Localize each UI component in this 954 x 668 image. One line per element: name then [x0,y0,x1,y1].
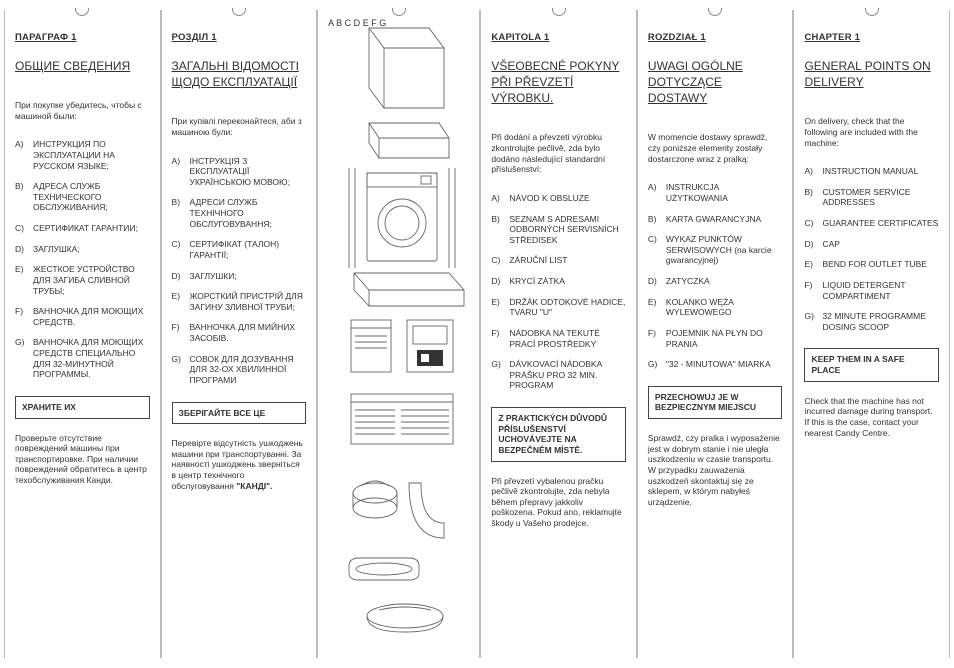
list-item: F)NÁDOBKA NA TEKUTÉ PRACÍ PROSTŘEDKY [491,328,626,349]
item-list: A)NÁVOD K OBSLUZE B)SEZNAM S ADRESAMI OD… [491,193,626,391]
list-item: F)LIQUID DETERGENT COMPARTIMENT [804,280,939,301]
list-item: B)CUSTOMER SERVICE ADDRESSES [804,187,939,208]
col-en: CHAPTER 1 GENERAL POINTS ON DELIVERY On … [793,10,950,658]
intro-text: При купівлі переконайтеся, аби з машиною… [172,116,307,137]
col-uk: РОЗДІЛ 1 ЗАГАЛЬНІ ВІДОМОСТІ ЩОДО ЕКСПЛУА… [161,10,318,658]
list-item: D)KRYCÍ ZÁTKA [491,276,626,287]
footer-text: Перевірте відсутність ушкоджень машини п… [172,438,307,491]
footer-text: Проверьте отсутствие повреждений машины … [15,433,150,486]
binding-icon [552,8,566,16]
illustration-wrap: A B C D E F G [328,18,469,638]
item-list: A)ІНСТРУКЦІЯ З ЕКСПЛУАТАЦІЇ УКРАЇНСЬКОЮ … [172,156,307,386]
list-item: E)ЖОРСТКИЙ ПРИСТРІЙ ДЛЯ ЗАГИНУ ЗЛИВНОЇ Т… [172,291,307,312]
binding-icon [75,8,89,16]
list-item: A)ИНСТРУКЦИЯ ПО ЭКСПЛУАТАЦИИ НА РУССКОМ … [15,139,150,171]
keep-box: KEEP THEM IN A SAFE PLACE [804,348,939,381]
section-heading: ОБЩИЕ СВЕДЕНИЯ [15,58,150,74]
col-pl: ROZDZIAŁ 1 UWAGI OGÓLNE DOTYCZĄCE DOSTAW… [637,10,794,658]
section-heading: ЗАГАЛЬНІ ВІДОМОСТІ ЩОДО ЕКСПЛУАТАЦІЇ [172,58,307,90]
list-item: C)СЕРТИФИКАТ ГАРАНТИИ; [15,223,150,234]
keep-box: ЗБЕРІГАЙТЕ ВСЕ ЦЕ [172,402,307,425]
list-item: B)АДРЕСА СЛУЖБ ТЕХНИЧЕСКОГО ОБСЛУЖИВАНИЯ… [15,181,150,213]
intro-text: On delivery, check that the following ar… [804,116,939,148]
keep-box: ХРАНИТЕ ИХ [15,396,150,419]
list-item: F)POJEMNIK NA PŁYN DO PRANIA [648,328,783,349]
list-item: B)SEZNAM S ADRESAMI ODBORNÝCH SERVISNÍCH… [491,214,626,246]
manual-page: ПАРАГРАФ 1 ОБЩИЕ СВЕДЕНИЯ При покупке уб… [0,0,954,668]
list-item: C)GUARANTEE CERTIFICATES [804,218,939,229]
list-item: B)KARTA GWARANCYJNA [648,214,783,225]
chapter-label: CHAPTER 1 [804,32,939,44]
item-list: A)INSTRUKCJA UŻYTKOWANIA B)KARTA GWARANC… [648,182,783,370]
chapter-label: ROZDZIAŁ 1 [648,32,783,44]
list-item: F)ВАННОЧКА ДЛЯ МИЙНИХ ЗАСОБІВ. [172,322,307,343]
list-item: E)DRŽÁK ODTOKOVÉ HADICE, TVARU "U" [491,297,626,318]
list-item: C)ZÁRUČNÍ LIST [491,255,626,266]
footer-text: Při převzetí vybalenou pračku pečlivě zk… [491,476,626,529]
list-item: G)ВАННОЧКА ДЛЯ МОЮЩИХ СРЕДСТВ СПЕЦИАЛЬНО… [15,337,150,380]
list-item: A)INSTRUKCJA UŻYTKOWANIA [648,182,783,203]
list-item: C)СЕРТИФІКАТ (ТАЛОН) ГАРАНТІЇ; [172,239,307,260]
list-item: G)32 MINUTE PROGRAMME DOSING SCOOP [804,311,939,332]
list-item: D)ZATYCZKA [648,276,783,287]
chapter-label: РОЗДІЛ 1 [172,32,307,44]
keep-box: PRZECHOWUJ JE W BEZPIECZNYM MIEJSCU [648,386,783,419]
col-ru: ПАРАГРАФ 1 ОБЩИЕ СВЕДЕНИЯ При покупке уб… [4,10,161,658]
list-item: G)СОВОК ДЛЯ ДОЗУВАННЯ ДЛЯ 32-ОХ ХВИЛИННО… [172,354,307,386]
footer-text: Sprawdź, czy pralka i wyposażenie jest w… [648,433,783,507]
col-cs: KAPITOLA 1 VŠEOBECNÉ POKYNY PŘI PŘEVZETÍ… [480,10,637,658]
list-item: A)ІНСТРУКЦІЯ З ЕКСПЛУАТАЦІЇ УКРАЇНСЬКОЮ … [172,156,307,188]
list-item: G)"32 - MINUTOWA" MIARKA [648,359,783,370]
item-list: A)INSTRUCTION MANUAL B)CUSTOMER SERVICE … [804,166,939,332]
list-item: G)DÁVKOVACÍ NÁDOBKA PRÁŠKU PRO 32 MIN. P… [491,359,626,391]
binding-icon [865,8,879,16]
chapter-label: ПАРАГРАФ 1 [15,32,150,44]
list-item: D)CAP [804,239,939,250]
list-item: D)ЗАГЛУШКА; [15,244,150,255]
chapter-label: KAPITOLA 1 [491,32,626,44]
list-item: A)INSTRUCTION MANUAL [804,166,939,177]
exploded-diagram-icon [329,18,469,638]
binding-icon [708,8,722,16]
col-illustration: A B C D E F G [317,10,480,658]
keep-box: Z PRAKTICKÝCH DŮVODŮ PŘÍSLUŠENSTVÍ UCHOV… [491,407,626,462]
item-list: A)ИНСТРУКЦИЯ ПО ЭКСПЛУАТАЦИИ НА РУССКОМ … [15,139,150,380]
list-item: B)АДРЕСИ СЛУЖБ ТЕХНІЧНОГО ОБСЛУГОВУВАННЯ… [172,197,307,229]
section-heading: GENERAL POINTS ON DELIVERY [804,58,939,90]
list-item: E)BEND FOR OUTLET TUBE [804,259,939,270]
list-item: F)ВАННОЧКА ДЛЯ МОЮЩИХ СРЕДСТВ. [15,306,150,327]
binding-icon [232,8,246,16]
intro-text: Při dodání a převzetí výrobku zkontroluj… [491,132,626,175]
section-heading: VŠEOBECNÉ POKYNY PŘI PŘEVZETÍ VÝROBKU. [491,58,626,107]
list-item: E)ЖЕСТКОЕ УСТРОЙСТВО ДЛЯ ЗАГИБА СЛИВНОЙ … [15,264,150,296]
binding-icon [392,8,406,16]
list-item: A)NÁVOD K OBSLUZE [491,193,626,204]
footer-text: Check that the machine has not incurred … [804,396,939,439]
intro-text: W momencie dostawy sprawdź, czy poniższe… [648,132,783,164]
section-heading: UWAGI OGÓLNE DOTYCZĄCE DOSTAWY [648,58,783,107]
list-item: D)ЗАГЛУШКИ; [172,271,307,282]
intro-text: При покупке убедитесь, чтобы с машиной б… [15,100,150,121]
list-item: C)WYKAZ PUNKTÓW SERWISOWYCH (na karcie g… [648,234,783,266]
list-item: E)KOLANKO WĘŻA WYLEWOWEGO [648,297,783,318]
